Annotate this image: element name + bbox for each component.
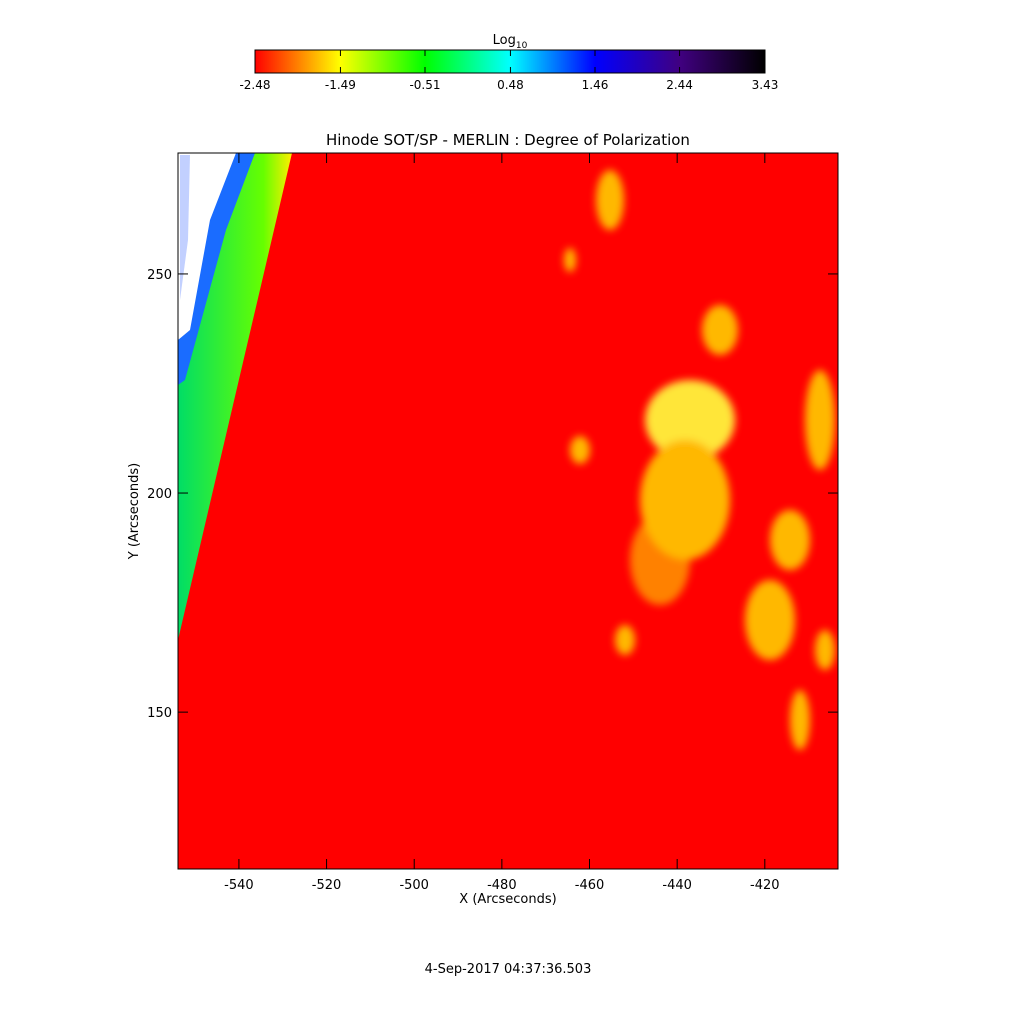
colorbar-label-base: Log xyxy=(493,33,516,48)
colorbar-tick-label: 1.46 xyxy=(582,78,609,92)
x-tick-label: -440 xyxy=(662,878,692,893)
x-tick-label: -420 xyxy=(750,878,780,893)
plot-frame xyxy=(177,152,839,870)
colorbar-tick-label: -2.48 xyxy=(239,78,270,92)
x-tick-label: -460 xyxy=(575,878,605,893)
image xyxy=(178,153,838,869)
y-tick-label: 150 xyxy=(147,706,172,721)
x-tick-label: -500 xyxy=(399,878,429,893)
colorbar-label: Log10 xyxy=(493,33,528,51)
colorbar-tick-label: 3.43 xyxy=(752,78,779,92)
colorbar-tick-label: 0.48 xyxy=(497,78,524,92)
x-axis-label: X (Arcseconds) xyxy=(459,892,556,907)
colorbar-tick-label: 2.44 xyxy=(666,78,693,92)
x-tick-label: -540 xyxy=(224,878,254,893)
chart-title: Hinode SOT/SP - MERLIN : Degree of Polar… xyxy=(326,131,690,149)
x-tick-label: -480 xyxy=(487,878,517,893)
colorbar-tick-label: -0.51 xyxy=(409,78,440,92)
y-tick-label: 250 xyxy=(147,268,172,283)
y-tick-label: 200 xyxy=(147,487,172,502)
x-tick-label: -520 xyxy=(312,878,342,893)
colorbar-tick-label: -1.49 xyxy=(325,78,356,92)
colorbar-label-sub: 10 xyxy=(516,41,528,51)
y-axis-label: Y (Arcseconds) xyxy=(127,463,142,560)
footer-date: 4-Sep-2017 04:37:36.503 xyxy=(425,962,592,977)
